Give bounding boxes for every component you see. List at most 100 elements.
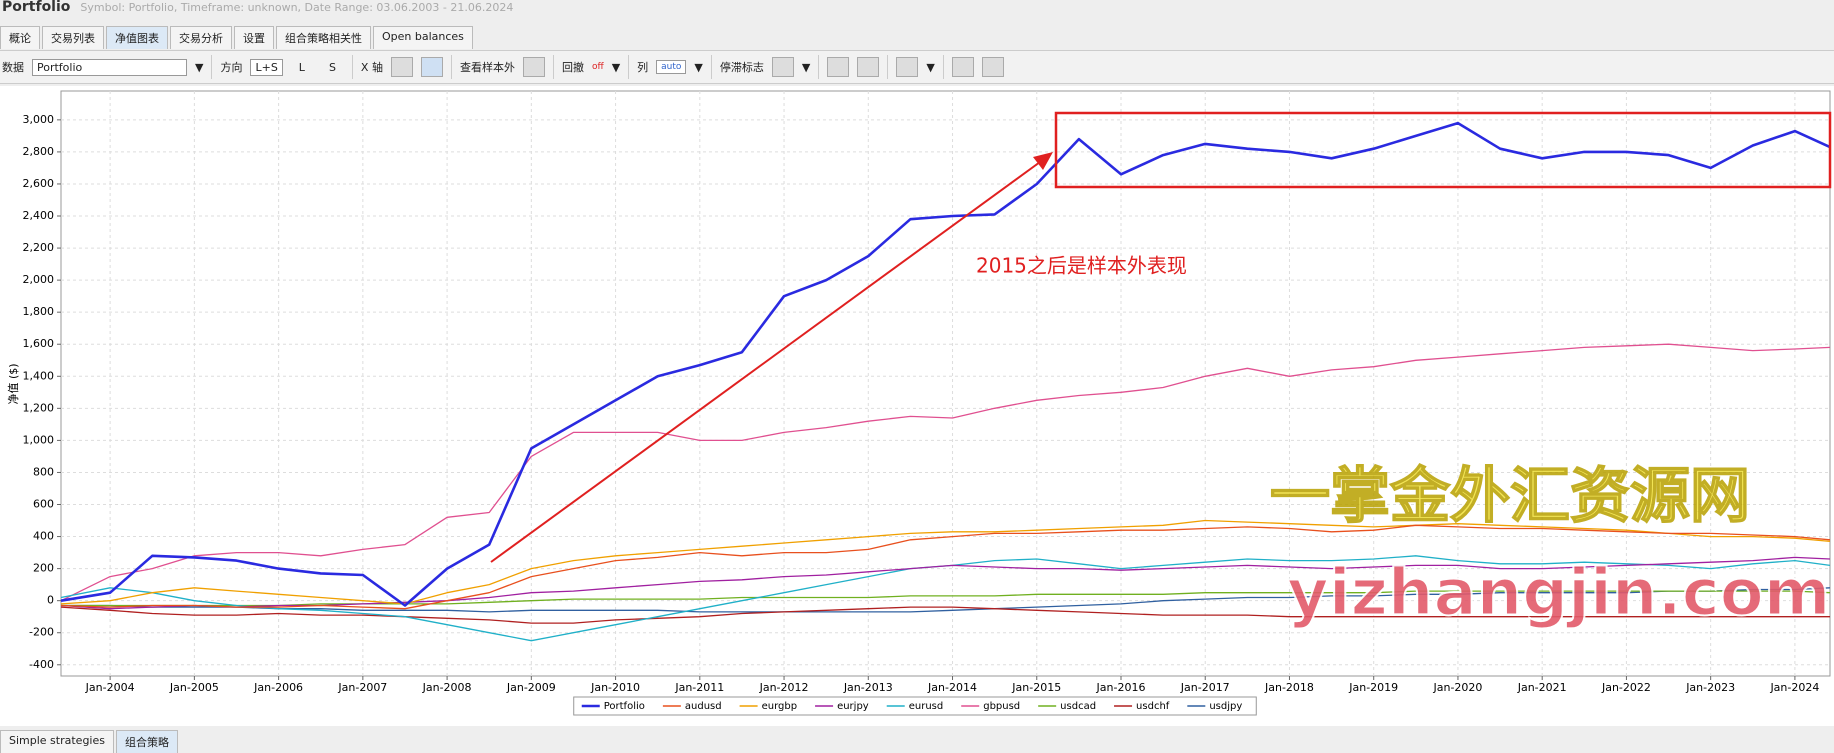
legend-label: Portfolio: [604, 701, 645, 712]
y-tick-label: 200: [33, 562, 54, 575]
x-tick-label: Jan-2007: [337, 681, 387, 694]
subtitle: Symbol: Portfolio, Timeframe: unknown, D…: [80, 1, 514, 14]
annotation: 2015之后是样本外表现: [976, 254, 1187, 278]
x-tick-label: Jan-2011: [674, 681, 724, 694]
watermark: 一掌金外汇资源网: [1270, 462, 1750, 532]
legend-item: usdjpy: [1187, 701, 1242, 712]
y-tick-label: 1,400: [23, 369, 55, 382]
sep: [552, 55, 554, 79]
y-tick-label: 2,800: [23, 145, 55, 158]
x-tick-label: Jan-2005: [169, 681, 219, 694]
sep: [887, 55, 889, 79]
y-tick-label: 2,000: [23, 273, 55, 286]
x-tick-label: Jan-2019: [1348, 681, 1398, 694]
button[interactable]: L: [298, 60, 305, 74]
tab[interactable]: 概论: [0, 26, 40, 49]
button[interactable]: auto: [656, 60, 687, 74]
caret: ▼: [611, 60, 621, 74]
y-tick-label: 600: [33, 498, 54, 511]
legend-item: usdchf: [1114, 701, 1170, 712]
button[interactable]: L+S: [250, 58, 283, 76]
x-tick-label: Jan-2004: [85, 681, 135, 694]
legend-item: Portfolio: [581, 701, 645, 712]
legend-item: usdcad: [1038, 701, 1096, 712]
x-tick-label: Jan-2006: [253, 681, 303, 694]
tab[interactable]: 净值图表: [106, 26, 168, 49]
watermark: yizhangjin.com: [1287, 557, 1830, 631]
icon[interactable]: [420, 57, 443, 77]
icon[interactable]: [951, 57, 974, 77]
chart-bg: [0, 86, 1834, 726]
y-tick-label: 2,600: [23, 177, 55, 190]
legend: Portfolio audusd eurgbp eurjpy eurusd gbpusd u…: [573, 696, 1257, 716]
legend-item: gbpusd: [961, 701, 1020, 712]
icon[interactable]: [896, 57, 919, 77]
legend-label: eurgbp: [762, 701, 797, 712]
tabs: 概论 交易列表 净值图表 交易分析 设置 组合策略相关性 Open balances: [0, 26, 473, 49]
tab[interactable]: 交易列表: [42, 26, 104, 49]
series-line: [60, 524, 1831, 610]
icon[interactable]: [857, 57, 880, 77]
x-tick-label: Jan-2014: [927, 681, 977, 694]
icon[interactable]: [522, 57, 545, 77]
tab[interactable]: 组合策略相关性: [276, 26, 371, 49]
label: 列: [637, 61, 649, 74]
label: 方向: [220, 61, 243, 74]
y-tick-label: 800: [33, 465, 54, 478]
caret: ▼: [694, 60, 703, 74]
y-tick-label: 2,200: [23, 241, 55, 254]
legend-item: eurgbp: [739, 701, 797, 712]
x-tick-label: Jan-2008: [422, 681, 472, 694]
dropdown[interactable]: Portfolio: [32, 58, 187, 76]
y-tick-label: 1,000: [23, 433, 55, 446]
icon[interactable]: [390, 57, 413, 77]
icon[interactable]: [981, 57, 1004, 77]
series-line: [60, 519, 1831, 605]
caret: ▼: [195, 60, 204, 74]
sep: [351, 55, 353, 79]
x-tick-label: Jan-2022: [1601, 681, 1651, 694]
button[interactable]: off: [591, 62, 604, 72]
x-tick-label: Jan-2020: [1432, 681, 1482, 694]
sep: [942, 55, 944, 79]
arrow: [490, 161, 1041, 563]
tab[interactable]: 组合策略: [115, 730, 178, 753]
sep: [628, 55, 630, 79]
legend-label: audusd: [685, 701, 722, 712]
y-tick-label: 400: [33, 530, 54, 543]
x-tick-label: Jan-2017: [1180, 681, 1230, 694]
x-tick-label: Jan-2010: [590, 681, 640, 694]
tab[interactable]: 交易分析: [170, 26, 232, 49]
label: 数据: [2, 61, 24, 74]
y-tick-label: 2,400: [23, 209, 55, 222]
tab[interactable]: Open balances: [373, 26, 473, 49]
label: X 轴: [360, 61, 383, 74]
x-tick-label: Jan-2009: [506, 681, 556, 694]
legend-label: usdjpy: [1209, 701, 1242, 712]
x-tick-label: Jan-2016: [1096, 681, 1146, 694]
y-tick-label: 3,000: [23, 113, 55, 126]
icon[interactable]: [771, 57, 794, 77]
x-tick-label: Jan-2013: [843, 681, 893, 694]
legend-item: eurusd: [886, 701, 943, 712]
legend-item: eurjpy: [815, 701, 869, 712]
x-tick-label: Jan-2018: [1264, 681, 1314, 694]
sep: [211, 55, 213, 79]
label: 停滞标志: [719, 61, 764, 74]
x-tick-label: Jan-2021: [1517, 681, 1567, 694]
tab[interactable]: Simple strategies: [0, 730, 114, 753]
x-tick-label: Jan-2023: [1685, 681, 1735, 694]
tab[interactable]: 设置: [234, 26, 274, 49]
label: 查看样本外: [459, 61, 515, 74]
plot-frame: [60, 90, 1831, 677]
icon[interactable]: [827, 57, 850, 77]
y-tick-label: -200: [29, 626, 54, 639]
series-line: [60, 343, 1831, 602]
arrow-head: [1033, 152, 1053, 170]
series-line: [60, 606, 1830, 624]
button[interactable]: S: [328, 60, 336, 74]
x-tick-label: Jan-2012: [759, 681, 809, 694]
label: 回撤: [561, 61, 584, 74]
caret: ▼: [801, 60, 811, 74]
